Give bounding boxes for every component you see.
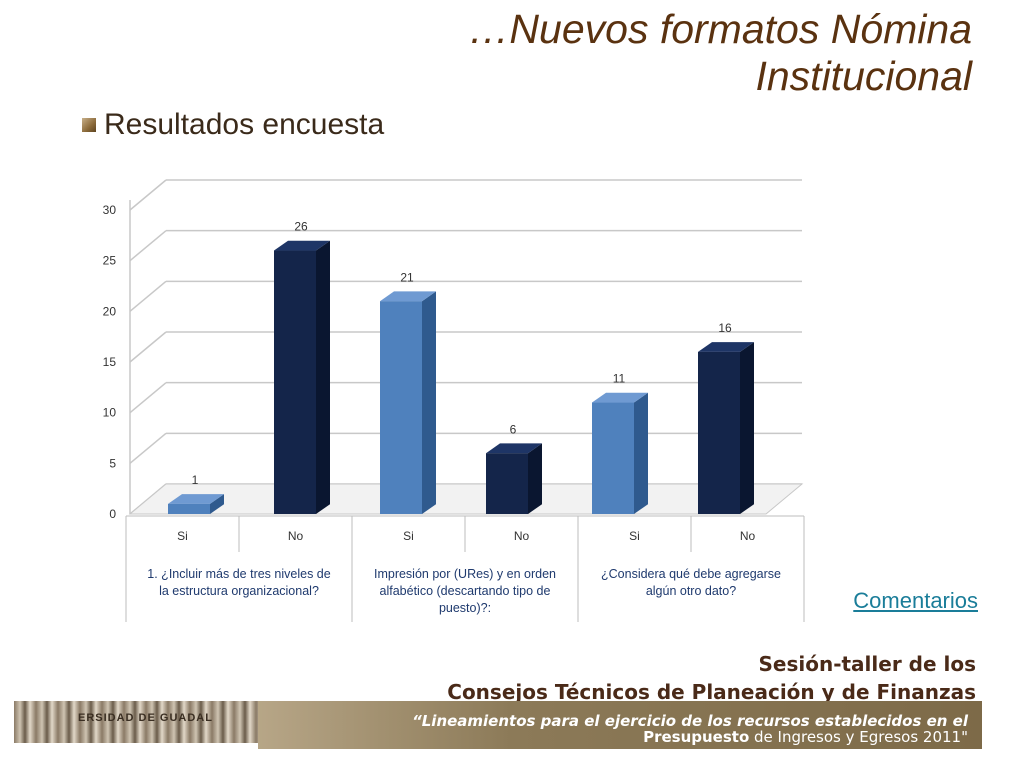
category-label: No [514, 529, 530, 543]
category-label: No [740, 529, 756, 543]
bar [168, 503, 210, 514]
group-label: 1. ¿Incluir más de tres niveles de la est… [147, 567, 330, 598]
bar [274, 250, 316, 514]
group-label: ¿Considera qué debe agregarse algún otro … [601, 567, 781, 598]
grid-side-line [129, 432, 167, 464]
bar [380, 301, 422, 514]
data-label: 6 [510, 422, 517, 436]
square-bullet-icon [82, 118, 96, 132]
grid-side-line [129, 331, 167, 363]
bar-side [528, 443, 542, 514]
bar-side [634, 392, 648, 514]
y-tick-label: 20 [103, 304, 117, 318]
footer-bar-bold: Presupuesto [643, 728, 750, 746]
data-label: 16 [718, 321, 732, 335]
category-label: Si [403, 529, 414, 543]
subtitle-row: Resultados encuesta [82, 108, 384, 142]
bar-top [274, 240, 330, 251]
bar [486, 453, 528, 514]
grid-side-line [129, 382, 167, 414]
bar-side [210, 494, 224, 514]
bar-side [422, 291, 436, 514]
category-label: Si [177, 529, 188, 543]
footer-bar-rest: de Ingresos y Egresos 2011" [749, 728, 968, 746]
footer-bar-line-1: “Lineamientos para el ejercicio de los r… [412, 712, 968, 730]
bar [592, 402, 634, 514]
grid-side-line [129, 230, 167, 262]
university-seal-strip [14, 701, 290, 743]
title-line-1: …Nuevos formatos Nómina [468, 6, 972, 52]
bar-side [740, 342, 754, 514]
bar-top [380, 291, 436, 302]
y-tick-label: 0 [109, 507, 116, 521]
bar-top [592, 392, 648, 403]
subtitle: Resultados encuesta [104, 108, 385, 141]
footer-council-title: Consejos Técnicos de Planeación y de Fin… [447, 680, 976, 704]
y-tick-label: 30 [103, 203, 117, 217]
group-label: Impresión por (URes) y en orden alfabétic… [374, 567, 556, 615]
footer-bar-line-2: Presupuesto de Ingresos y Egresos 2011" [643, 728, 968, 746]
data-label: 26 [294, 220, 308, 234]
bar-top [168, 494, 224, 504]
bar-chart: 0 5 10 15 20 25 30 1 26 21 6 11 16 Si No Si No Si No 1. ¿In… [103, 179, 805, 622]
comentarios-link[interactable]: Comentarios [853, 588, 978, 613]
bar [698, 351, 740, 514]
category-label: No [288, 529, 304, 543]
title-line-2: Institucional [755, 53, 972, 99]
data-label: 11 [613, 372, 626, 386]
bar-top [486, 443, 542, 454]
grid-side-line [129, 280, 167, 312]
y-tick-label: 10 [103, 406, 117, 420]
grid-side-line [129, 179, 167, 211]
footer-session-title: Sesión-taller de los [758, 652, 976, 676]
y-tick-label: 5 [109, 456, 116, 470]
category-label: Si [629, 529, 640, 543]
footer-bar [258, 701, 982, 749]
bar-top [698, 342, 754, 352]
y-tick-label: 25 [103, 254, 117, 268]
data-label: 21 [400, 270, 414, 284]
slide-title: …Nuevos formatos Nómina Institucional [272, 6, 972, 100]
y-tick-label: 15 [103, 355, 117, 369]
seal-lettering: ERSIDAD DE GUADAL [78, 712, 213, 724]
data-label: 1 [192, 473, 199, 487]
bar-side [316, 240, 330, 514]
